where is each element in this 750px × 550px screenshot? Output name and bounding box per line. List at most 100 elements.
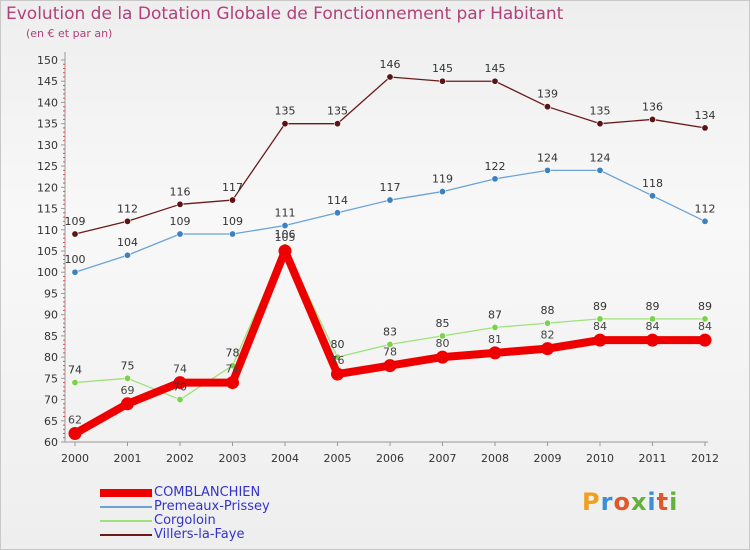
data-label-villers-la-faye: 134 xyxy=(695,109,716,122)
data-label-villers-la-faye: 139 xyxy=(537,88,558,101)
x-tick-label: 2007 xyxy=(429,452,457,465)
data-label-corgoloin: 83 xyxy=(383,325,397,338)
y-tick-label: 95 xyxy=(44,287,58,300)
data-label-premeaux-prissey: 114 xyxy=(327,194,348,207)
data-point-comblanchien xyxy=(541,342,554,356)
logo-letter: r xyxy=(600,488,614,516)
data-label-comblanchien: 80 xyxy=(436,337,450,350)
legend-label: COMBLANCHIEN xyxy=(154,485,261,500)
data-label-villers-la-faye: 135 xyxy=(590,105,611,118)
data-label-corgoloin: 89 xyxy=(646,300,660,313)
data-point-comblanchien xyxy=(698,333,712,347)
data-label-corgoloin: 89 xyxy=(698,300,712,313)
data-point-comblanchien xyxy=(593,333,607,347)
data-label-corgoloin: 80 xyxy=(331,338,345,351)
data-point-premeaux-prissey xyxy=(176,230,184,238)
data-label-comblanchien: 84 xyxy=(593,320,607,333)
data-label-comblanchien: 74 xyxy=(226,363,240,376)
chart-series xyxy=(68,73,712,441)
legend-item: COMBLANCHIEN xyxy=(100,486,270,500)
data-point-comblanchien xyxy=(436,350,449,364)
legend-item: Premeaux-Prissey xyxy=(100,500,270,514)
data-label-comblanchien: 78 xyxy=(383,346,397,359)
chart-legend: COMBLANCHIEN Premeaux-Prissey Corgoloin Vil… xyxy=(100,486,270,542)
chart-data-labels: 109 112 116 117 135 135 146 145 145 139 135 136 134 1… xyxy=(65,58,716,427)
data-label-comblanchien: 81 xyxy=(488,333,502,346)
legend-item: Villers-la-Faye xyxy=(100,528,270,542)
data-point-villers-la-faye xyxy=(333,120,341,128)
data-point-villers-la-faye xyxy=(71,230,79,238)
data-point-corgoloin xyxy=(438,332,446,340)
data-label-premeaux-prissey: 109 xyxy=(222,215,243,228)
data-point-villers-la-faye xyxy=(543,103,551,111)
data-point-premeaux-prissey xyxy=(701,217,709,225)
data-label-villers-la-faye: 135 xyxy=(275,105,296,118)
series-premeaux-prissey xyxy=(71,166,709,276)
y-tick-label: 70 xyxy=(44,394,58,407)
data-point-villers-la-faye xyxy=(229,196,237,204)
data-label-corgoloin: 88 xyxy=(541,304,555,317)
chart-subtitle: (en € et par an) xyxy=(26,27,113,40)
data-point-villers-la-faye xyxy=(491,77,499,85)
y-tick-label: 85 xyxy=(44,330,58,343)
x-tick-label: 2003 xyxy=(219,452,247,465)
data-point-corgoloin xyxy=(176,396,184,404)
chart-title: Evolution de la Dotation Globale de Fonc… xyxy=(6,4,564,24)
data-label-corgoloin: 78 xyxy=(226,347,240,360)
data-point-comblanchien xyxy=(383,359,397,373)
data-label-premeaux-prissey: 111 xyxy=(275,207,296,220)
data-label-villers-la-faye: 146 xyxy=(380,58,401,71)
y-tick-label: 120 xyxy=(37,181,58,194)
data-point-villers-la-faye xyxy=(701,124,709,132)
data-label-corgoloin: 106 xyxy=(275,228,296,241)
legend-label: Premeaux-Prissey xyxy=(154,499,270,514)
data-label-villers-la-faye: 112 xyxy=(117,202,138,215)
data-label-premeaux-prissey: 117 xyxy=(380,181,401,194)
data-point-comblanchien xyxy=(331,367,344,381)
data-label-premeaux-prissey: 104 xyxy=(117,236,138,249)
legend-swatch xyxy=(100,534,152,536)
data-point-comblanchien xyxy=(226,376,239,390)
data-label-premeaux-prissey: 100 xyxy=(65,253,86,266)
data-point-comblanchien xyxy=(121,397,134,411)
logo-letter: t xyxy=(656,488,670,516)
data-label-comblanchien: 84 xyxy=(698,320,712,333)
data-point-villers-la-faye xyxy=(176,200,184,208)
data-point-villers-la-faye xyxy=(281,120,289,128)
data-point-premeaux-prissey xyxy=(124,251,132,259)
y-tick-label: 65 xyxy=(44,415,58,428)
data-point-corgoloin xyxy=(124,374,132,382)
data-point-corgoloin xyxy=(648,315,656,323)
data-label-corgoloin: 85 xyxy=(436,317,450,330)
data-label-premeaux-prissey: 122 xyxy=(485,160,506,173)
y-tick-label: 140 xyxy=(37,96,58,109)
series-line-corgoloin xyxy=(74,246,706,401)
data-label-villers-la-faye: 136 xyxy=(642,100,663,113)
data-label-villers-la-faye: 145 xyxy=(485,62,506,75)
data-point-premeaux-prissey xyxy=(386,196,394,204)
x-tick-label: 2011 xyxy=(639,452,667,465)
data-label-premeaux-prissey: 112 xyxy=(695,202,716,215)
legend-swatch xyxy=(100,489,152,497)
series-villers-la-faye xyxy=(71,73,709,238)
logo-letter: i xyxy=(669,488,679,516)
data-label-corgoloin: 87 xyxy=(488,308,502,321)
x-tick-label: 2008 xyxy=(481,452,509,465)
legend-swatch xyxy=(100,520,152,522)
data-point-villers-la-faye xyxy=(438,77,446,85)
data-point-comblanchien xyxy=(646,333,659,347)
data-point-premeaux-prissey xyxy=(648,192,656,200)
data-point-premeaux-prissey xyxy=(491,175,499,183)
y-tick-label: 110 xyxy=(37,224,58,237)
data-point-premeaux-prissey xyxy=(543,166,551,174)
data-label-corgoloin: 74 xyxy=(68,364,82,377)
data-point-villers-la-faye xyxy=(648,115,656,123)
data-label-premeaux-prissey: 124 xyxy=(590,151,611,164)
y-tick-label: 115 xyxy=(37,203,58,216)
data-point-corgoloin xyxy=(71,379,79,387)
data-label-villers-la-faye: 135 xyxy=(327,105,348,118)
y-tick-label: 145 xyxy=(37,75,58,88)
data-label-villers-la-faye: 145 xyxy=(432,62,453,75)
y-tick-label: 80 xyxy=(44,351,58,364)
x-tick-label: 2005 xyxy=(324,452,352,465)
